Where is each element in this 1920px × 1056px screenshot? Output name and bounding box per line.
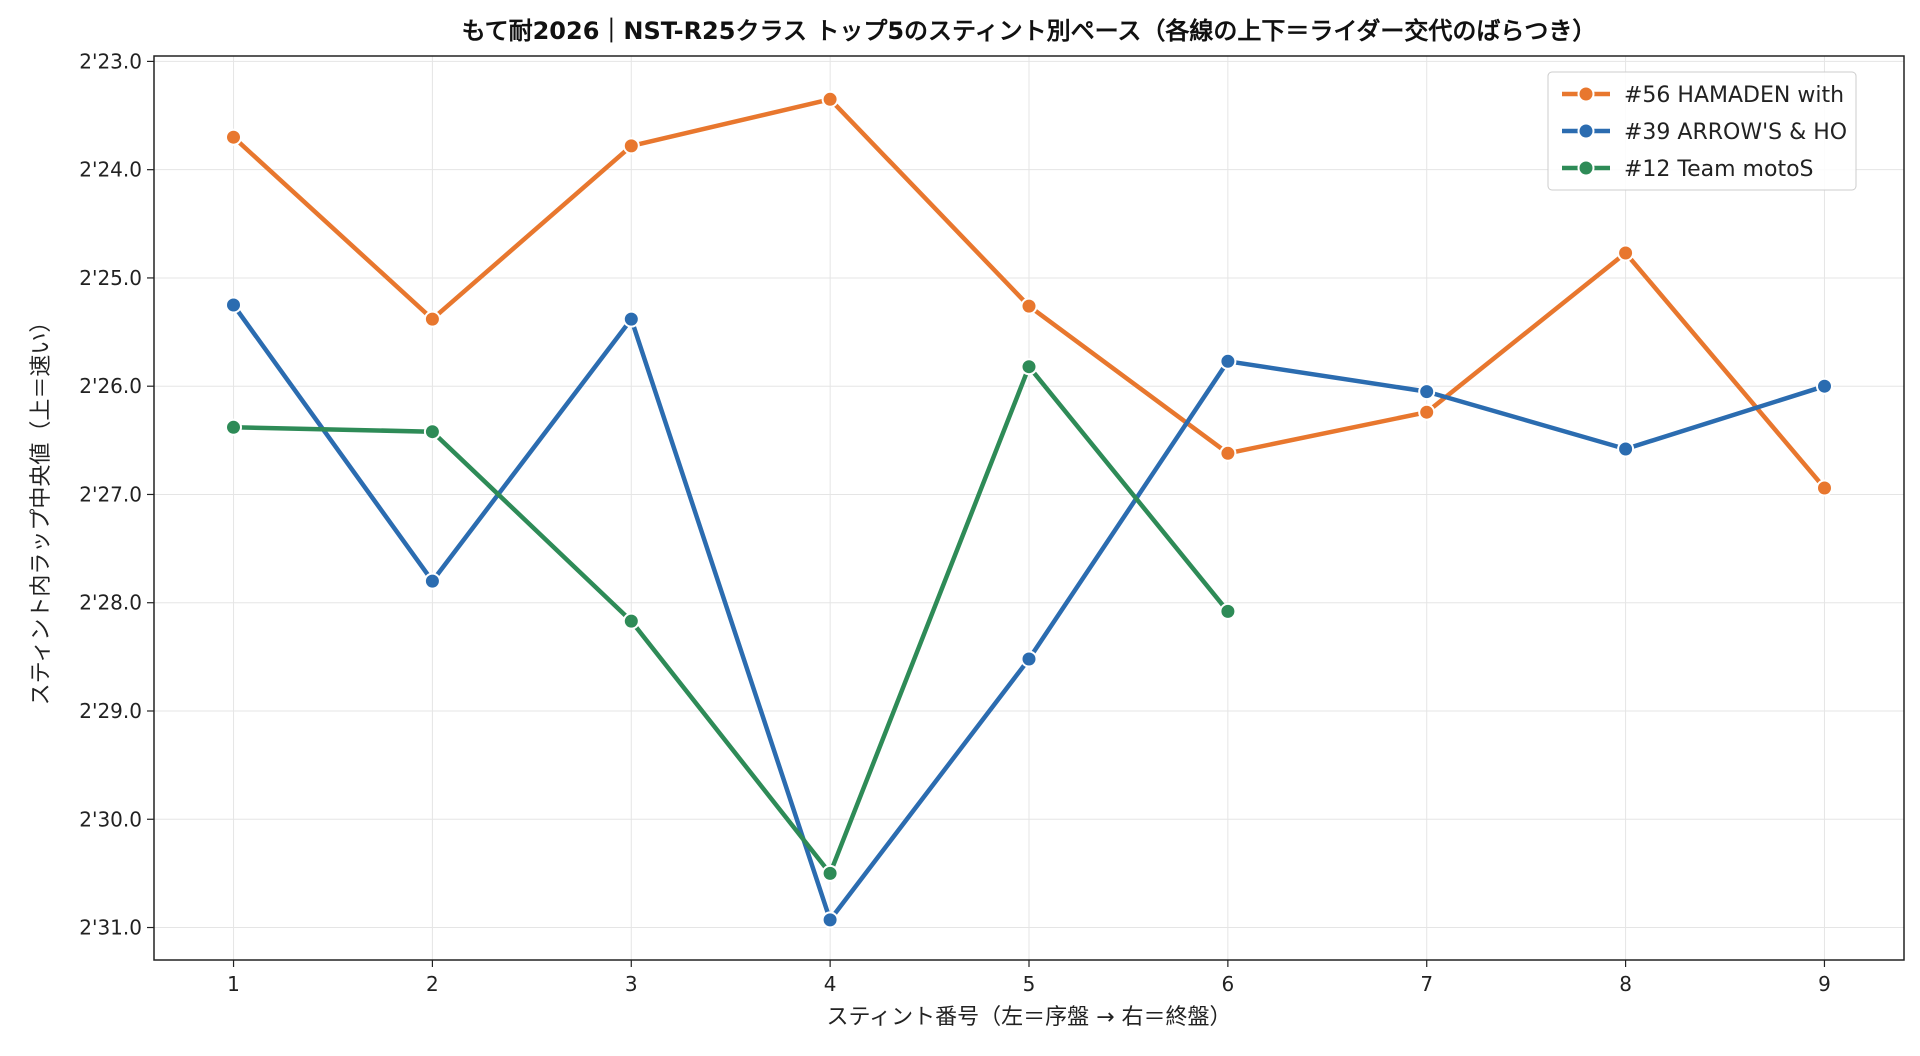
series-3 <box>225 358 1237 882</box>
x-tick-label: 9 <box>1818 972 1831 996</box>
data-point <box>1020 297 1038 315</box>
y-tick-label: 2'26.0 <box>79 374 142 398</box>
data-point <box>225 128 242 146</box>
legend-marker <box>1577 122 1595 140</box>
series-line <box>231 364 1231 876</box>
legend-label: #39 ARROW'S & HO <box>1624 120 1847 145</box>
data-point <box>622 137 640 155</box>
legend-box <box>1547 71 1857 191</box>
data-point <box>1418 403 1436 421</box>
data-point <box>821 864 839 882</box>
legend-marker <box>1577 159 1595 177</box>
grid-layer <box>154 56 1904 960</box>
y-tick-label: 2'25.0 <box>79 266 142 290</box>
y-tick-label: 2'29.0 <box>79 699 142 723</box>
chart-title: もて耐2026｜NST-R25クラス トップ5のスティント別ペース（各線の上下＝… <box>462 17 1597 45</box>
y-tick-label: 2'27.0 <box>79 482 142 506</box>
legend-entry: #39 ARROW'S & HO <box>1562 120 1847 145</box>
legend-label: #56 HAMADEN with <box>1624 83 1844 108</box>
x-tick-label: 7 <box>1420 972 1433 996</box>
data-point <box>225 418 242 436</box>
y-tick-label: 2'23.0 <box>79 49 142 73</box>
series-1 <box>225 90 1833 497</box>
y-axis-label: スティント内ラップ中央値（上＝速い） <box>29 311 54 706</box>
legend-entry: #56 HAMADEN with <box>1562 83 1844 108</box>
y-tick-label: 2'24.0 <box>79 158 142 182</box>
data-point <box>1219 602 1237 620</box>
legend-items: #56 HAMADEN with #39 ARROW'S & HO #12 Team… <box>1562 83 1847 182</box>
data-point <box>1816 479 1833 497</box>
x-tick-label: 6 <box>1221 972 1234 996</box>
y-axis-ticks: 2'23.0 2'24.0 2'25.0 2'26.0 2'27.0 2'28.0 2'29… <box>79 49 154 940</box>
data-point <box>423 423 441 441</box>
x-tick-label: 2 <box>426 972 439 996</box>
data-point <box>1617 440 1635 458</box>
data-point <box>1020 650 1038 668</box>
data-point <box>1219 444 1237 462</box>
data-point <box>821 911 839 929</box>
data-point <box>1020 358 1038 376</box>
series-layer <box>225 90 1833 929</box>
legend-entry: #12 Team motoS <box>1562 157 1814 182</box>
y-tick-label: 2'31.0 <box>79 916 142 940</box>
x-tick-label: 1 <box>227 972 240 996</box>
legend-marker <box>1577 85 1595 103</box>
data-point <box>622 310 640 328</box>
data-point <box>821 90 839 108</box>
legend-label: #12 Team motoS <box>1624 157 1814 182</box>
x-axis-label: スティント番号（左＝序盤 → 右＝終盤） <box>826 1005 1231 1030</box>
x-axis-ticks: 1 2 3 4 5 6 7 8 9 <box>227 960 1831 996</box>
data-point <box>225 296 242 314</box>
x-tick-label: 4 <box>824 972 837 996</box>
data-point <box>1418 383 1436 401</box>
data-point <box>1816 377 1833 395</box>
data-point <box>1219 352 1237 370</box>
x-tick-label: 3 <box>625 972 638 996</box>
data-point <box>1617 244 1635 262</box>
legend: #56 HAMADEN with #39 ARROW'S & HO #12 Team… <box>1547 71 1857 191</box>
y-tick-label: 2'28.0 <box>79 591 142 615</box>
data-point <box>423 572 441 590</box>
x-tick-label: 8 <box>1619 972 1632 996</box>
data-point <box>423 310 441 328</box>
y-tick-label: 2'30.0 <box>79 807 142 831</box>
data-point <box>622 612 640 630</box>
x-tick-label: 5 <box>1023 972 1036 996</box>
